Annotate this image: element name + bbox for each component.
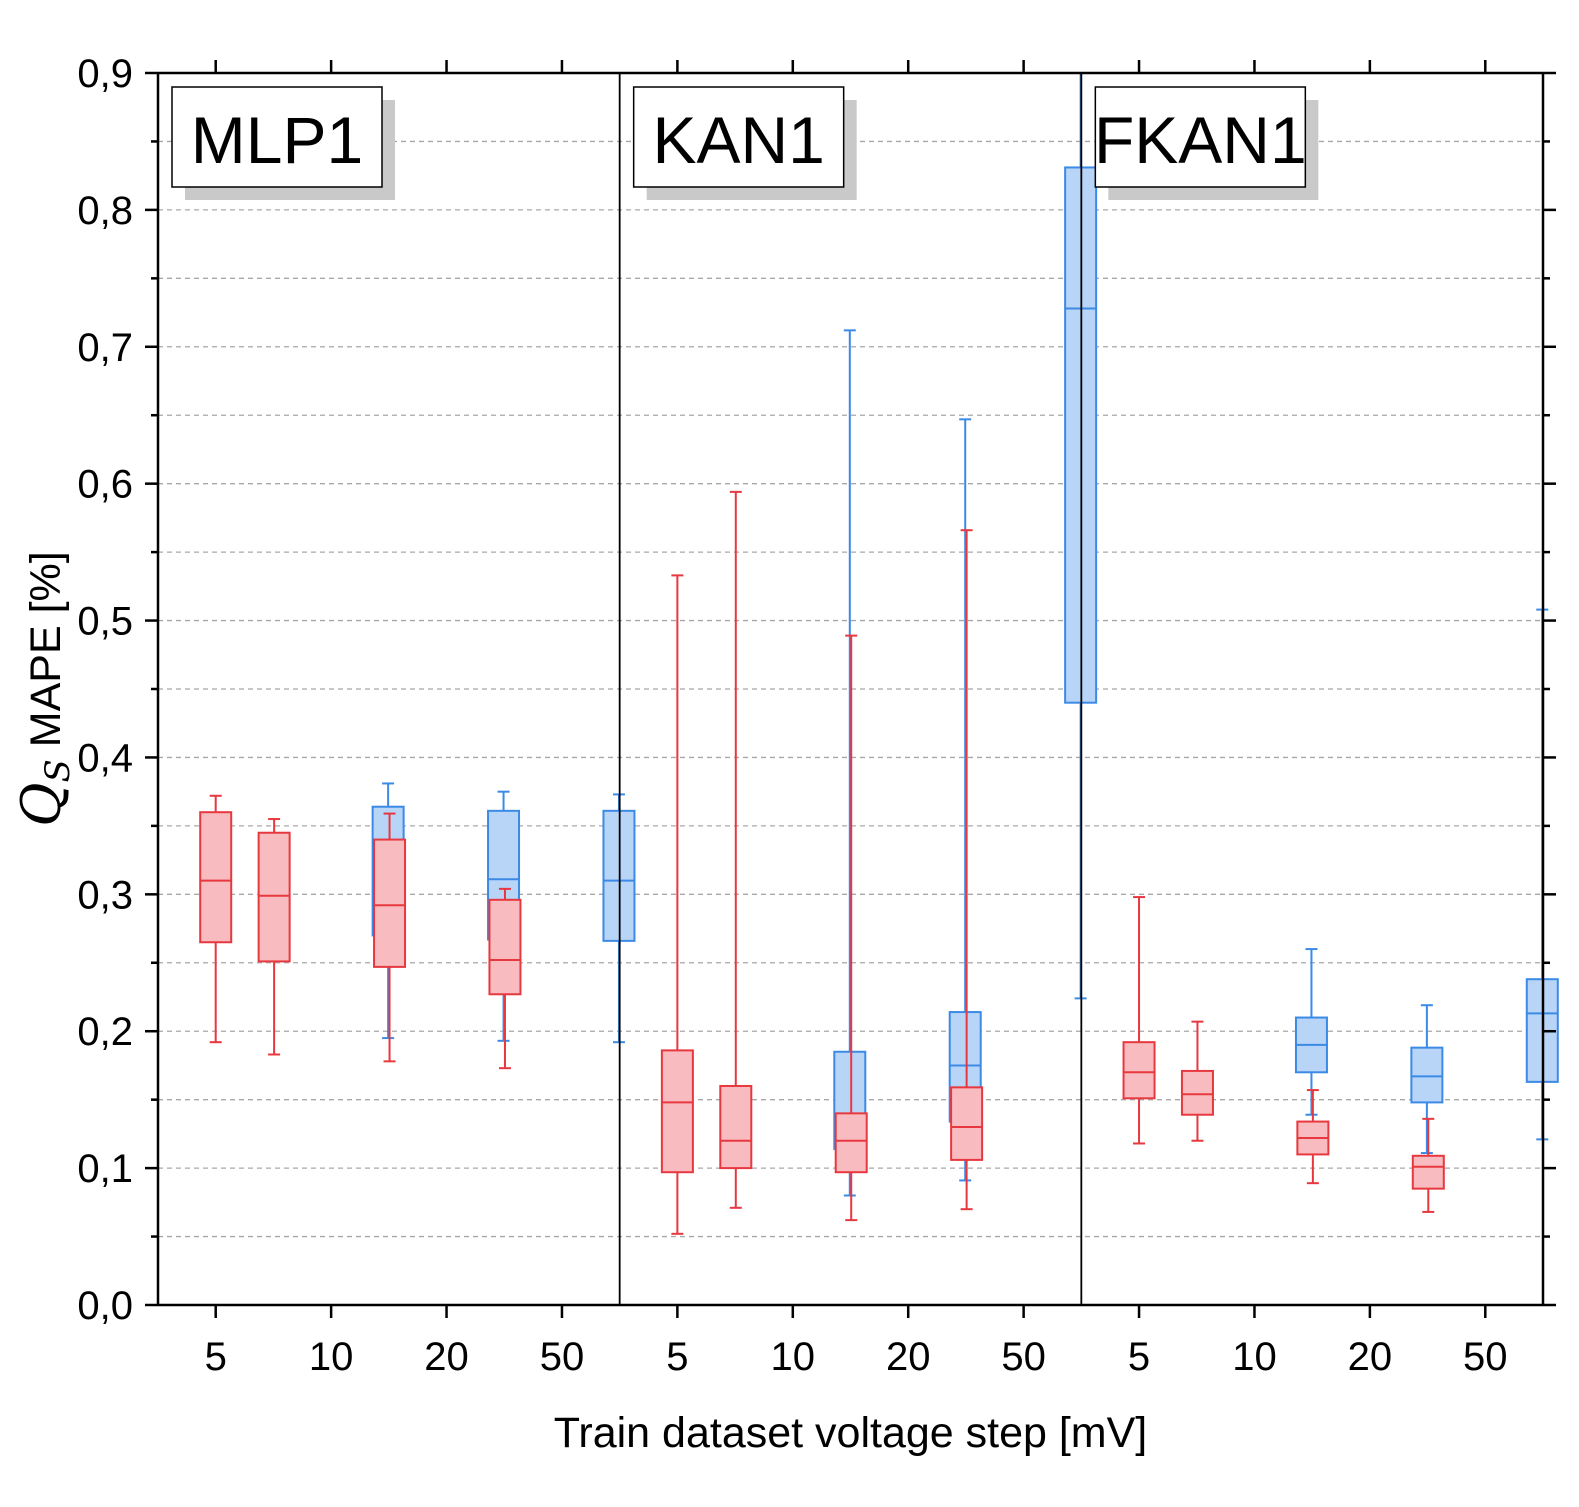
y-tick-label: 0,5 [77,600,133,644]
panel-label-box [171,86,383,188]
iqr-box [488,898,522,996]
y-tick-label: 0,1 [77,1147,133,1191]
panel-label-mlp1: MLP1 [171,86,395,200]
red-box [199,794,233,1044]
x-tick-label: 5 [666,1335,688,1379]
y-tick-label: 0,4 [77,736,133,780]
axis-ticks: 0,0 0,1 0,2 0,3 0,4 0,5 0,6 0,7 0,8 0,9 5 10 20 50 5 10… [77,52,1556,1379]
iqr-box [1122,1041,1156,1100]
x-tick-label: 50 [1463,1335,1508,1379]
panel-labels: MLP1 KAN1 FKAN1 [171,86,1319,200]
red-box [660,574,694,1235]
x-tick-label: 5 [205,1335,227,1379]
x-axis-title: Train dataset voltage step [mV] [554,1409,1148,1457]
red-box [257,818,291,1056]
red-box [1180,1020,1214,1142]
x-tick-label: 10 [1232,1335,1277,1379]
red-box [1122,896,1156,1145]
iqr-box [660,1049,694,1174]
y-axis-title-text: MAPE [%] [22,551,70,759]
y-tick-label: 0,9 [77,52,133,96]
red-box [373,812,407,1063]
x-tick-label: 50 [540,1335,585,1379]
y-tick-label: 0,7 [77,326,133,370]
x-tick-label: 20 [1348,1335,1393,1379]
y-tick-label: 0,8 [77,189,133,233]
panel-label-box [632,86,845,188]
y-tick-label: 0,3 [77,873,133,917]
x-tick-label: 10 [309,1335,354,1379]
y-axis-title-subscript: S [38,759,78,782]
blue-box [948,418,982,1182]
y-tick-label: 0,2 [77,1010,133,1054]
panel-label-kan1: KAN1 [632,86,857,200]
iqr-box [1180,1069,1214,1116]
panel-label-text: FKAN1 [1094,103,1307,177]
red-box [1296,1089,1330,1185]
blue-box [1410,1004,1444,1155]
iqr-box [257,831,291,963]
red-box [719,490,753,1209]
x-tick-label: 10 [771,1335,816,1379]
iqr-box [373,838,407,968]
x-tick-label: 20 [424,1335,469,1379]
panel-label-text: KAN1 [652,103,824,177]
x-tick-label: 50 [1001,1335,1046,1379]
iqr-box [1411,1154,1445,1190]
iqr-box [719,1084,753,1170]
panel-label-box [1094,86,1307,188]
x-tick-label: 20 [886,1335,931,1379]
iqr-box [950,1086,984,1161]
iqr-box [834,1112,868,1174]
blue-box [833,329,867,1197]
iqr-box [1410,1046,1444,1104]
y-tick-label: 0,6 [77,463,133,507]
y-axis-title: QS MAPE [%] [10,551,78,826]
y-tick-label: 0,0 [77,1284,133,1328]
panel-label-fkan1: FKAN1 [1094,86,1319,200]
red-box [950,529,984,1211]
red-box [488,887,522,1070]
iqr-box [199,811,233,944]
red-box [1411,1117,1445,1213]
red-box [834,634,868,1222]
x-tick-label: 5 [1128,1335,1150,1379]
blue-box [1294,948,1328,1116]
box-plot-series [199,73,1559,1235]
panel-label-text: MLP1 [191,103,363,177]
y-axis-title-symbol: Q [10,782,73,826]
